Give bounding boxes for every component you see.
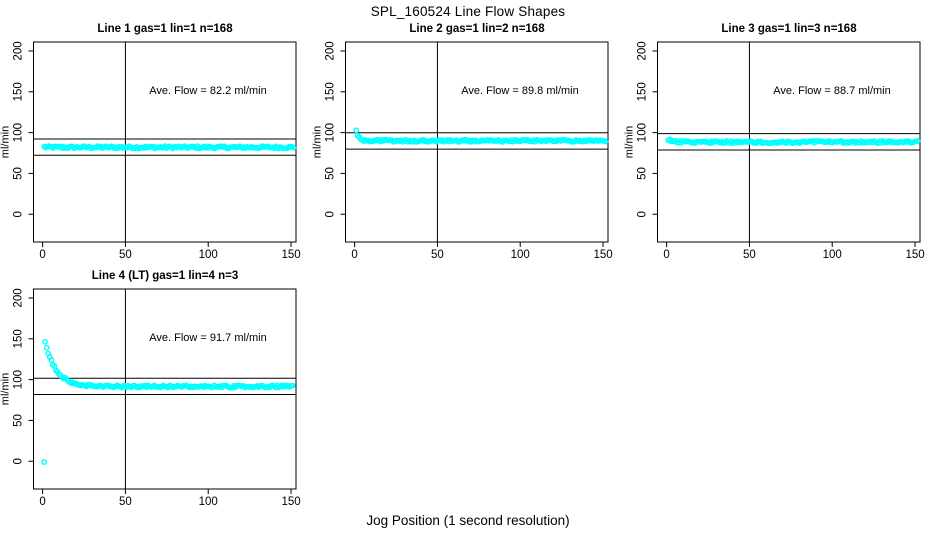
y-tick-label: 100 xyxy=(13,370,25,389)
avg-flow-annotation: Ave. Flow = 91.7 ml/min xyxy=(149,332,267,344)
subplot-line-2: 0 50 100 150 0 50 100 150 200 ml/min Line 2 gas=1… xyxy=(312,20,624,270)
figure-title: SPL_160524 Line Flow Shapes xyxy=(370,4,566,19)
x-axis-ticks: 0 50 100 150 xyxy=(39,242,301,261)
x-tick-label: 100 xyxy=(199,496,218,508)
avg-flow-annotation: Ave. Flow = 88.7 ml/min xyxy=(773,85,891,97)
y-tick-label: 100 xyxy=(13,123,25,142)
y-tick-label: 0 xyxy=(13,458,25,464)
line-1-plot-canvas: 0 50 100 150 0 50 100 150 200 ml/min xyxy=(0,41,301,261)
y-tick-label: 150 xyxy=(637,82,649,101)
y-tick-label: 200 xyxy=(13,288,25,307)
y-tick-label: 150 xyxy=(325,82,337,101)
x-tick-label: 150 xyxy=(281,496,300,508)
data-points xyxy=(41,338,296,465)
x-tick-label: 0 xyxy=(663,249,669,261)
x-tick-label: 50 xyxy=(119,496,132,508)
line-4-plot-canvas: 0 50 100 150 0 50 100 150 200 ml/min xyxy=(0,288,301,508)
y-tick-label: 0 xyxy=(325,211,337,217)
line-3-plot-canvas: 0 50 100 150 0 50 100 150 200 ml/min xyxy=(624,41,925,261)
y-axis-unit-label: ml/min xyxy=(624,126,636,158)
y-tick-label: 150 xyxy=(13,82,25,101)
x-tick-label: 150 xyxy=(905,249,924,261)
x-axis-ticks: 0 50 100 150 xyxy=(39,489,301,508)
subplot-line-4: 0 50 100 150 0 50 100 150 200 ml/min Line 4 (LT) … xyxy=(0,267,312,517)
x-tick-label: 0 xyxy=(39,249,45,261)
avg-flow-annotation: Ave. Flow = 82.2 ml/min xyxy=(149,85,267,97)
y-axis-unit-label: ml/min xyxy=(0,126,12,158)
y-axis-ticks: 0 50 100 150 200 xyxy=(13,288,34,464)
x-tick-label: 100 xyxy=(199,249,218,261)
y-tick-label: 200 xyxy=(637,41,649,60)
subplot-title: Line 3 gas=1 lin=3 n=168 xyxy=(721,23,857,35)
x-axis-ticks: 0 50 100 150 xyxy=(663,242,925,261)
x-tick-label: 50 xyxy=(743,249,756,261)
avg-flow-annotation: Ave. Flow = 89.8 ml/min xyxy=(461,85,579,97)
plot-box xyxy=(33,288,297,490)
y-axis-ticks: 0 50 100 150 200 xyxy=(13,41,34,217)
x-axis-ticks: 0 50 100 150 xyxy=(351,242,613,261)
y-tick-label: 100 xyxy=(325,123,337,142)
y-tick-label: 100 xyxy=(637,123,649,142)
x-tick-label: 150 xyxy=(593,249,612,261)
y-axis-ticks: 0 50 100 150 200 xyxy=(325,41,346,217)
y-tick-label: 200 xyxy=(13,41,25,60)
x-tick-label: 0 xyxy=(39,496,45,508)
subplot-line-3: 0 50 100 150 0 50 100 150 200 ml/min Line 3 gas=1… xyxy=(624,20,936,270)
y-tick-label: 0 xyxy=(13,211,25,217)
x-tick-label: 100 xyxy=(823,249,842,261)
y-tick-label: 50 xyxy=(637,167,649,180)
data-points xyxy=(41,143,297,152)
y-tick-label: 50 xyxy=(13,414,25,427)
y-axis-ticks: 0 50 100 150 200 xyxy=(637,41,658,217)
y-tick-label: 0 xyxy=(637,211,649,217)
y-tick-label: 50 xyxy=(325,167,337,180)
line-2-plot-canvas: 0 50 100 150 0 50 100 150 200 ml/min xyxy=(312,41,613,261)
x-tick-label: 150 xyxy=(281,249,300,261)
x-tick-label: 100 xyxy=(511,249,530,261)
y-axis-unit-label: ml/min xyxy=(0,373,12,405)
y-tick-label: 150 xyxy=(13,329,25,348)
subplot-line-1: 0 50 100 150 0 50 100 150 200 ml/min Line 1 gas=1… xyxy=(0,20,312,270)
outlier-point xyxy=(41,459,48,465)
x-tick-label: 50 xyxy=(431,249,444,261)
x-tick-label: 50 xyxy=(119,249,132,261)
data-points xyxy=(353,127,609,145)
x-tick-label: 0 xyxy=(351,249,357,261)
y-axis-unit-label: ml/min xyxy=(312,126,324,158)
y-tick-label: 200 xyxy=(325,41,337,60)
y-tick-label: 50 xyxy=(13,167,25,180)
x-axis-label: Jog Position (1 second resolution) xyxy=(366,513,570,528)
subplot-title: Line 4 (LT) gas=1 lin=4 n=3 xyxy=(91,270,239,282)
plot-box xyxy=(33,41,297,243)
subplot-title: Line 1 gas=1 lin=1 n=168 xyxy=(97,23,233,35)
data-points xyxy=(665,136,921,147)
subplot-title: Line 2 gas=1 lin=2 n=168 xyxy=(409,23,545,35)
